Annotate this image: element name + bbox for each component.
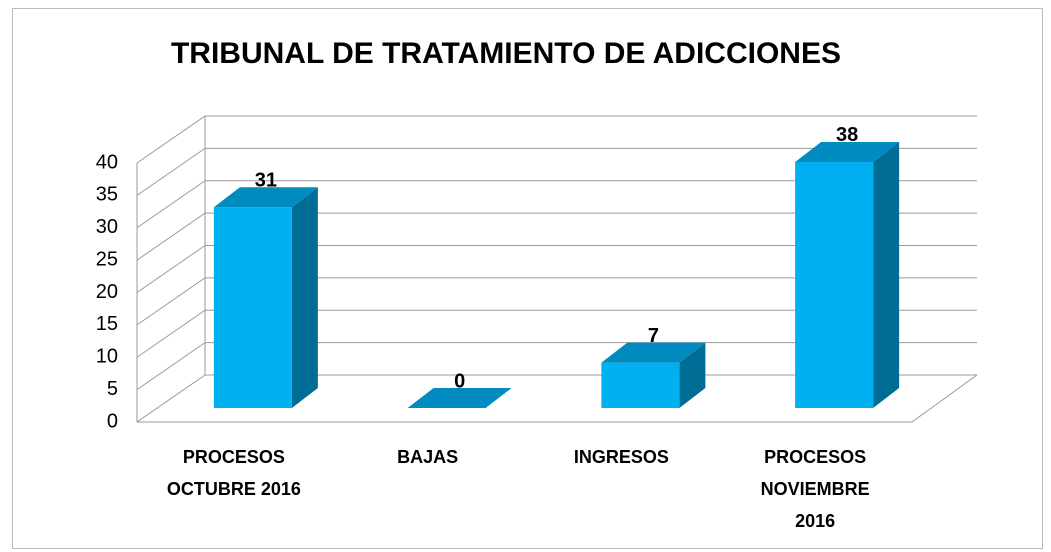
bar-top xyxy=(407,388,512,408)
grid-line-side xyxy=(136,180,206,229)
bar-front xyxy=(795,161,874,408)
bar-top xyxy=(795,141,900,162)
grid-line-side xyxy=(136,212,206,261)
chart-title: TRIBUNAL DE TRATAMIENTO DE ADICCIONES xyxy=(171,37,841,70)
y-tick-label: 5 xyxy=(107,378,118,400)
x-tick-label: PROCESOS OCTUBRE 2016 xyxy=(167,447,301,499)
y-tick-label: 20 xyxy=(96,281,118,303)
y-tick-label: 0 xyxy=(107,410,118,432)
value-label: 0 xyxy=(454,370,465,392)
grid-line-side xyxy=(136,342,206,391)
grid-line-side xyxy=(136,147,206,196)
bar-top xyxy=(213,187,318,208)
bar-front xyxy=(213,207,292,408)
bar-top xyxy=(601,342,706,363)
bar xyxy=(407,388,512,408)
grid-line-side xyxy=(136,309,206,358)
y-tick-label: 30 xyxy=(96,216,118,238)
grid-line-side xyxy=(136,115,206,164)
bar-side xyxy=(873,141,900,408)
x-tick-label: BAJAS xyxy=(397,447,458,467)
bar-side xyxy=(679,342,706,408)
bar xyxy=(213,187,318,408)
value-label: 31 xyxy=(255,170,277,192)
bar-side xyxy=(291,187,318,408)
y-tick-label: 25 xyxy=(96,248,118,270)
y-tick-label: 15 xyxy=(96,313,118,335)
grid-line-side xyxy=(136,277,206,326)
y-tick-label: 35 xyxy=(96,184,118,206)
bar-front xyxy=(601,362,680,408)
value-label: 7 xyxy=(648,325,659,347)
y-tick-label: 10 xyxy=(96,346,118,368)
bar xyxy=(601,342,706,408)
grid-line-side xyxy=(136,245,206,293)
value-label: 38 xyxy=(836,124,858,146)
bar xyxy=(795,141,900,408)
y-tick-label: 40 xyxy=(96,151,118,173)
x-tick-label: PROCESOS NOVIEMBRE 2016 xyxy=(761,447,870,531)
grid-line-side xyxy=(136,374,206,423)
x-tick-label: INGRESOS xyxy=(574,447,669,467)
